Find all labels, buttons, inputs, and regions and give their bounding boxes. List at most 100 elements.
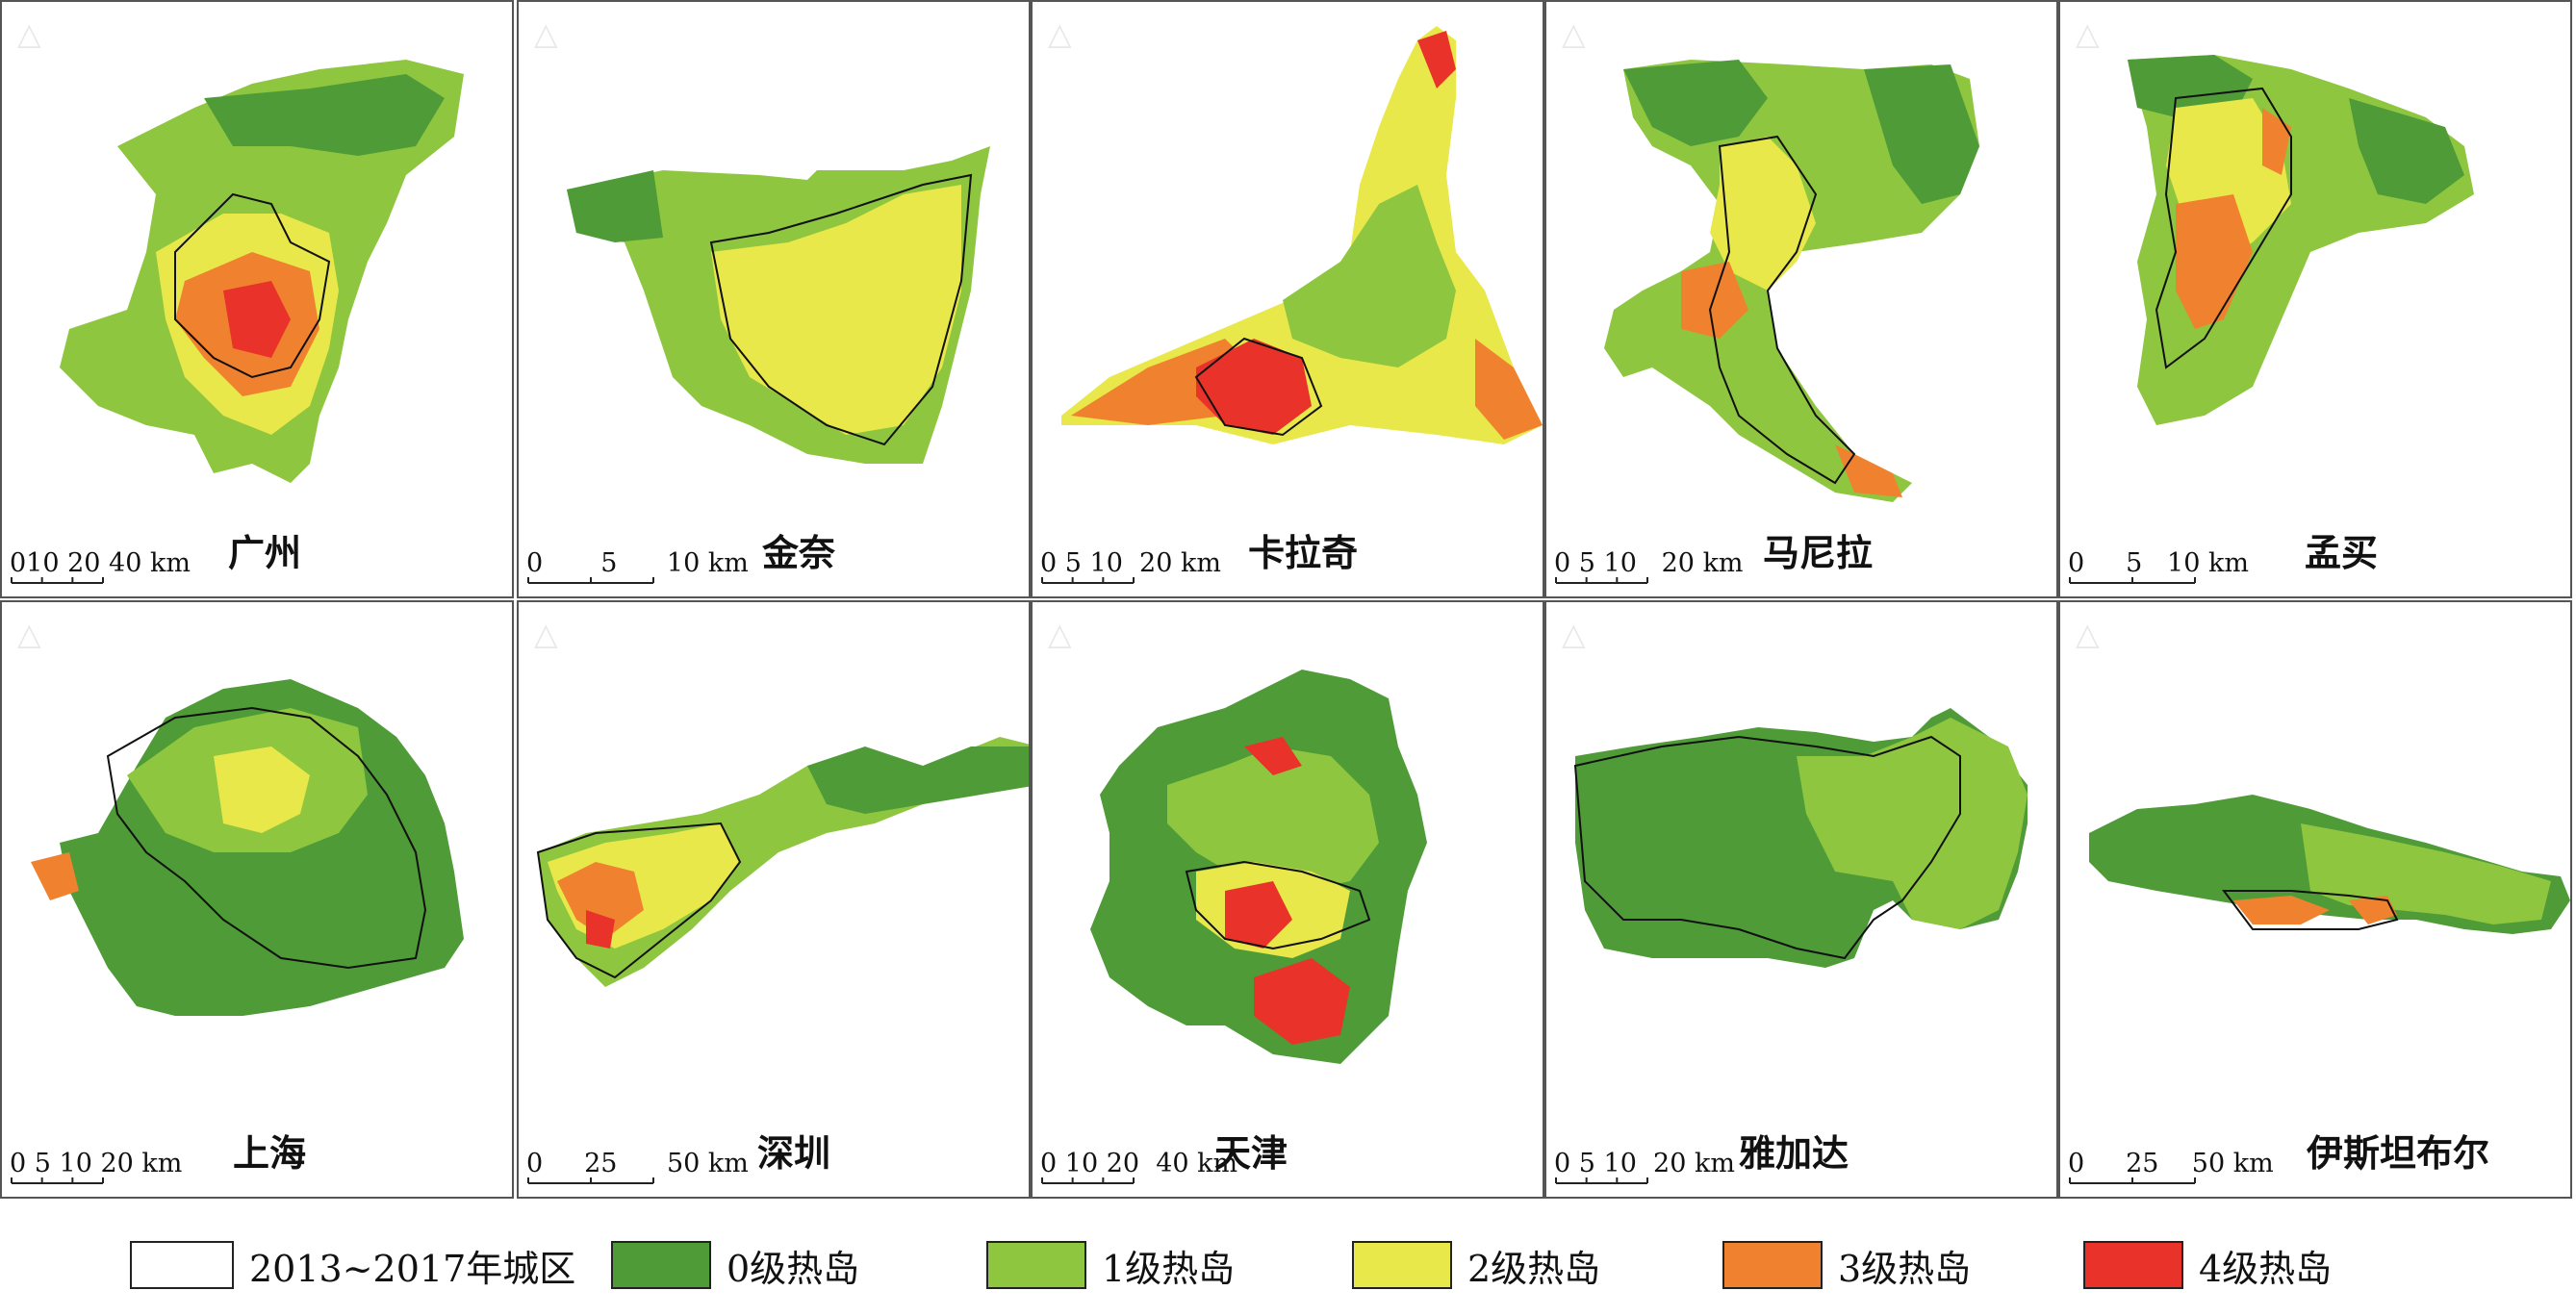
map-panel: △ 0 5 10 km 孟买 (2058, 0, 2572, 598)
north-arrow-icon: △ (534, 616, 558, 652)
heat-island-map (1573, 708, 2028, 968)
legend-label: 1级热岛 (1102, 1247, 1236, 1290)
heat-island-map (567, 146, 990, 464)
scale-bar: 0 5 10 20 km (10, 1149, 241, 1191)
north-arrow-icon: △ (534, 15, 558, 52)
scale-bar-label: 0 10 20 40 km (1040, 1149, 1238, 1178)
north-arrow-icon: △ (1562, 616, 1586, 652)
north-arrow-icon: △ (1048, 616, 1072, 652)
heat-island-zone (223, 281, 291, 358)
urban-area-outline (536, 822, 742, 979)
legend-item: 2级热岛 (1352, 1239, 1600, 1291)
urban-area-outline (2155, 87, 2292, 369)
scale-bar-label: 0 5 10 20 km (1554, 548, 1744, 578)
scale-bar-label: 0 5 10 km (2068, 548, 2249, 578)
heat-island-zone (586, 910, 615, 949)
scale-bar-label: 0 5 10 20 km (10, 1149, 183, 1178)
map-panel: △ 0 5 10 20 km 马尼拉 (1544, 0, 2058, 598)
north-arrow-icon: △ (1562, 15, 1586, 52)
city-name: 伊斯坦布尔 (2307, 1132, 2490, 1175)
scale-bar: 0 5 10 km (2068, 548, 2299, 591)
legend-item: 1级热岛 (986, 1239, 1235, 1291)
scale-bar: 0 25 50 km (526, 1149, 757, 1191)
urban-area-outline (174, 192, 331, 379)
city-name: 雅加达 (1739, 1132, 1849, 1175)
scale-bar-label: 0 5 10 km (526, 548, 749, 578)
map-panel: △ 0 5 10 km 金奈 (517, 0, 1031, 598)
north-arrow-icon: △ (2076, 616, 2100, 652)
urban-area-outline (1573, 735, 1961, 960)
north-arrow-icon: △ (17, 616, 41, 652)
city-name: 马尼拉 (1763, 532, 1874, 574)
scale-bar: 0 10 20 40 km (1040, 1149, 1271, 1191)
heat-island-zone (1225, 881, 1292, 949)
scale-bar: 0 5 10 km (526, 548, 757, 591)
heat-island-zone (1283, 185, 1456, 367)
legend-swatch (2083, 1241, 2183, 1289)
scale-bar-label: 0 25 50 km (526, 1149, 749, 1178)
heat-island-map (2128, 55, 2474, 425)
heat-island-zone (204, 74, 445, 156)
heat-island-zone (1254, 958, 1350, 1045)
north-arrow-icon: △ (1048, 15, 1072, 52)
heat-island-zone (711, 185, 961, 435)
city-name: 天津 (1214, 1132, 1288, 1175)
north-arrow-icon: △ (17, 15, 41, 52)
legend-item: 3级热岛 (1722, 1239, 1971, 1291)
legend-swatch (611, 1241, 711, 1289)
heat-island-zone (1167, 747, 1379, 891)
legend-swatch (1722, 1241, 1823, 1289)
heat-island-map (1090, 670, 1427, 1064)
scale-bar: 0 5 10 20 km (1554, 1149, 1785, 1191)
scale-bar-label: 0 5 10 20 km (1554, 1149, 1735, 1178)
map-panel: △ 0 10 20 40 km 天津 (1031, 600, 1544, 1199)
legend-swatch (986, 1241, 1086, 1289)
legend-item: 2013~2017年城区 (130, 1239, 575, 1291)
scale-bar: 0 5 10 20 km (1554, 548, 1785, 591)
heat-island-zone (557, 862, 644, 939)
heat-island-zone (2233, 896, 2330, 924)
map-panel: △ 010 20 40 km 广州 (0, 0, 514, 598)
heat-island-zone (1244, 737, 1302, 775)
legend-label: 0级热岛 (727, 1247, 860, 1290)
map-panel: △ 0 5 10 20 km 雅加达 (1544, 600, 2058, 1199)
city-name: 广州 (228, 532, 302, 574)
heat-island-map (1604, 60, 1979, 502)
heat-island-zone (1475, 339, 1543, 440)
urban-area-outline (1708, 135, 1856, 485)
heat-island-zone (807, 747, 1029, 814)
urban-area-outline (709, 173, 973, 446)
map-panel: △ 0 25 50 km 深圳 (517, 600, 1031, 1199)
map-panel: △ 0 5 10 20 km 卡拉奇 (1031, 0, 1544, 598)
heat-island-map (2089, 795, 2570, 934)
city-name: 孟买 (2305, 532, 2379, 574)
heat-island-zone (1623, 60, 1768, 146)
heat-island-zone (2349, 896, 2397, 924)
heat-island-zone (2176, 194, 2253, 329)
city-name: 深圳 (757, 1132, 831, 1175)
heat-island-map (1061, 26, 1543, 444)
north-arrow-icon: △ (2076, 15, 2100, 52)
legend-label: 2级热岛 (1467, 1247, 1601, 1290)
map-panel: △ 0 5 10 20 km 上海 (0, 600, 514, 1199)
urban-area-outline (106, 706, 427, 970)
scale-bar: 0 25 50 km (2068, 1149, 2299, 1191)
legend-label: 4级热岛 (2199, 1247, 2333, 1290)
heat-island-zone (567, 170, 663, 242)
heat-island-zone (1864, 64, 1979, 204)
legend-label: 2013~2017年城区 (249, 1247, 576, 1290)
heat-island-zone (1710, 137, 1816, 291)
legend-item: 0级热岛 (611, 1239, 859, 1291)
legend-swatch (1352, 1241, 1452, 1289)
heat-island-zone (2128, 55, 2253, 117)
city-name: 上海 (233, 1132, 307, 1175)
urban-area-outline (1194, 337, 1323, 437)
city-name: 卡拉奇 (1248, 532, 1359, 574)
scale-bar: 010 20 40 km (10, 548, 241, 591)
heat-island-zone (1196, 339, 1312, 435)
heat-island-map (31, 679, 464, 1016)
heat-island-zone (214, 747, 310, 833)
urban-area-outline (1185, 860, 1371, 950)
heat-island-zone (1604, 60, 1979, 502)
legend-label: 3级热岛 (1838, 1247, 1972, 1290)
